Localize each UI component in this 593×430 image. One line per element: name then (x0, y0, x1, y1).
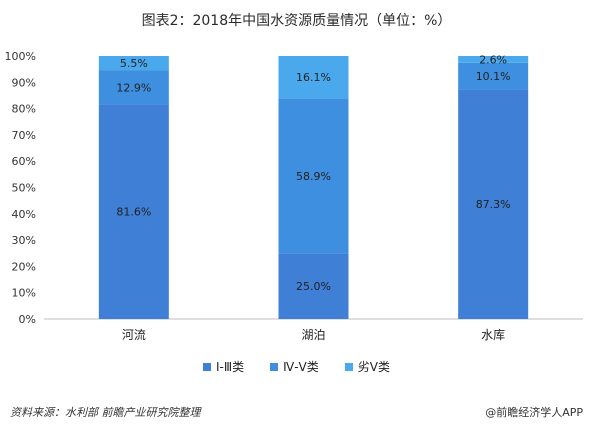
legend-swatch-series-2 (270, 362, 279, 371)
bar-segment (98, 70, 169, 105)
data-label: 25.0% (296, 280, 331, 293)
category-label: 水库 (481, 327, 505, 342)
data-label: 10.1% (476, 70, 511, 83)
data-label: 5.5% (120, 57, 148, 70)
y-tick-label: 20% (12, 260, 36, 273)
bar-segment (278, 56, 349, 99)
y-tick-label: 90% (12, 76, 36, 89)
legend-label-series-1: Ⅰ-Ⅲ类 (216, 360, 245, 374)
bar-segment (458, 56, 529, 63)
bar-segment (278, 253, 349, 319)
category-label: 湖泊 (301, 327, 325, 342)
y-tick-label: 100% (5, 50, 36, 63)
data-label: 12.9% (116, 81, 151, 94)
legend-swatch-series-3 (344, 362, 353, 371)
y-tick-label: 10% (12, 287, 36, 300)
legend-item-series-2: Ⅳ-Ⅴ类 (270, 358, 319, 375)
bar-segment (458, 89, 529, 319)
y-tick-label: 60% (12, 155, 36, 168)
legend-swatch-series-1 (203, 362, 211, 371)
legend-label-series-2: Ⅳ-Ⅴ类 (283, 360, 319, 374)
legend-label-series-3: 劣Ⅴ类 (357, 360, 390, 374)
y-tick-label: 40% (12, 208, 36, 221)
y-tick-label: 50% (12, 182, 36, 195)
source-note: 资料来源：水利部 前瞻产业研究院整理 (10, 406, 201, 419)
bar-segment (458, 62, 529, 90)
bar-segment (98, 104, 169, 319)
legend: Ⅰ-Ⅲ类 Ⅳ-Ⅴ类 劣Ⅴ类 (0, 358, 593, 375)
y-tick-label: 80% (12, 103, 36, 116)
y-tick-label: 30% (12, 234, 36, 247)
chart-title: 图表2：2018年中国水资源质量情况（单位：%） (141, 13, 452, 29)
bar-segment (98, 56, 169, 71)
data-label: 58.9% (296, 170, 331, 183)
data-label: 87.3% (476, 198, 511, 211)
y-tick-label: 0% (19, 313, 36, 326)
data-label: 2.6% (479, 53, 507, 66)
legend-item-series-1: Ⅰ-Ⅲ类 (203, 358, 244, 375)
category-label: 河流 (122, 328, 146, 342)
y-tick-label: 70% (12, 129, 36, 142)
brand-credit: @前瞻经济学人APP (485, 406, 583, 419)
bar-segment (278, 98, 349, 254)
legend-item-series-3: 劣Ⅴ类 (344, 358, 390, 375)
data-label: 16.1% (296, 71, 331, 84)
data-label: 81.6% (116, 206, 151, 219)
